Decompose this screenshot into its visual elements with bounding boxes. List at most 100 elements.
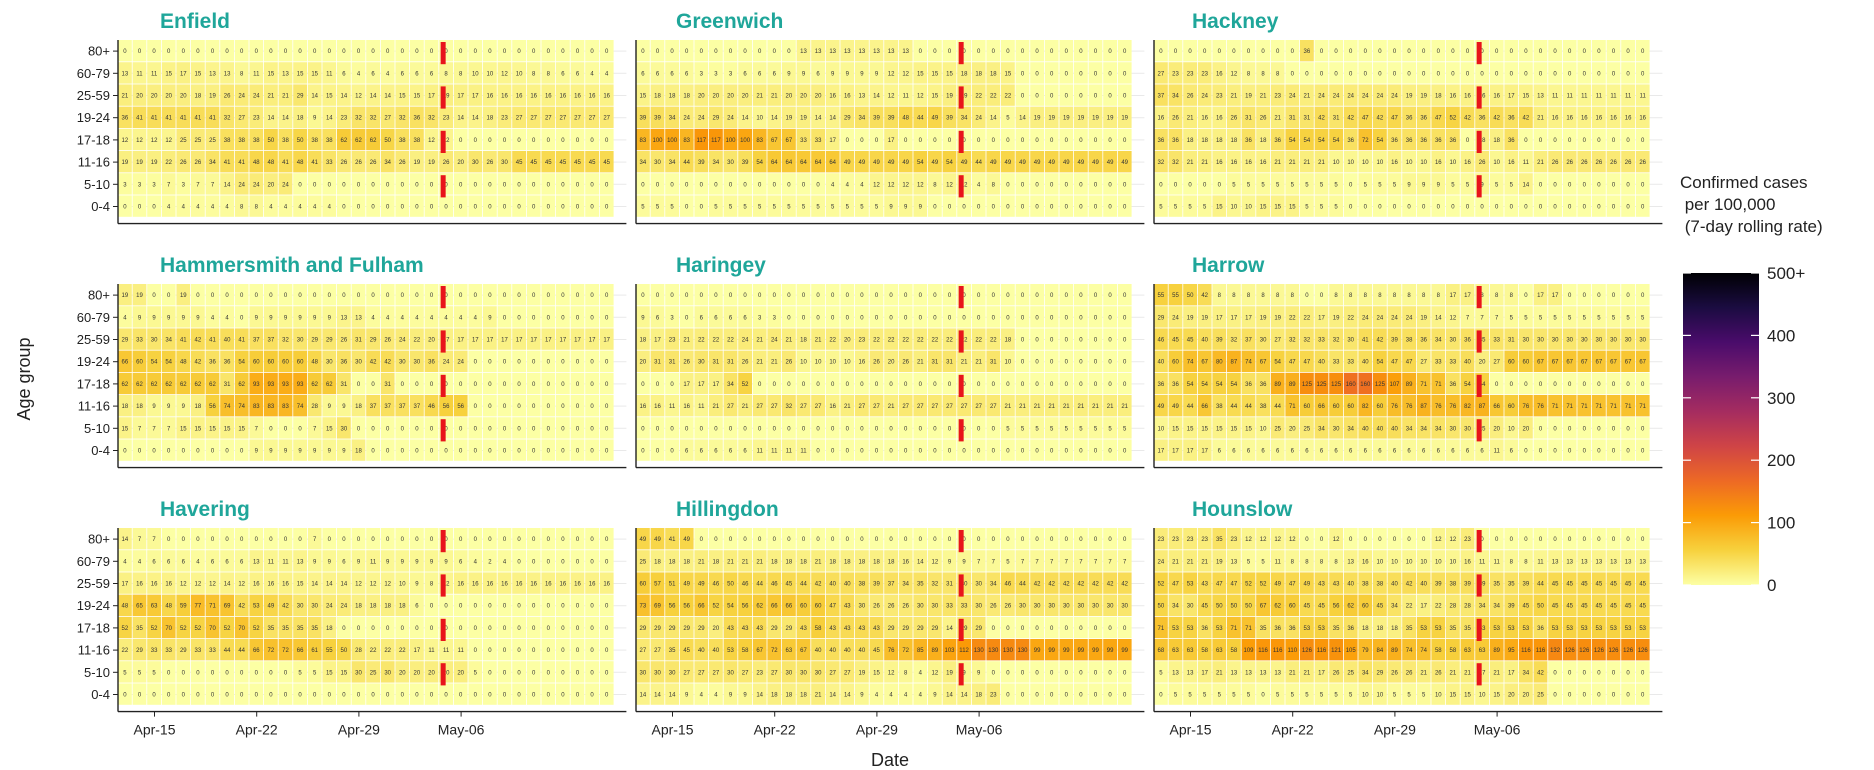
heatmap-cell	[679, 106, 694, 128]
cell-value-label: 42	[370, 360, 377, 366]
cell-value-label: 10	[1231, 205, 1238, 211]
cell-value-label: 20	[713, 94, 720, 100]
heatmap-cell	[942, 128, 957, 151]
cell-value-label: 47	[829, 604, 836, 610]
cell-value-label: 0	[977, 205, 981, 211]
heatmap-cell	[1154, 40, 1168, 62]
cell-value-label: 18	[1435, 94, 1442, 100]
panel-title: Hillingdon	[676, 498, 779, 521]
cell-value-label: 53	[1420, 626, 1427, 632]
heatmap-cell	[1431, 173, 1446, 195]
date-marker	[958, 330, 964, 353]
y-tick-label: 0-4	[91, 443, 110, 458]
y-tick-label: 5-10	[84, 421, 110, 436]
cell-value-label: 10	[1347, 160, 1354, 166]
cell-value-label: 72	[282, 648, 289, 654]
heatmap-cell	[1183, 106, 1197, 128]
cell-value-label: 99	[1092, 648, 1099, 654]
cell-value-label: 33	[151, 648, 158, 654]
cell-value-label: 43	[756, 626, 763, 632]
heatmap-cell	[322, 195, 337, 217]
cell-value-label: 44	[1537, 582, 1544, 588]
heatmap-cell	[1504, 195, 1519, 217]
cell-value-label: 93	[268, 382, 275, 388]
cell-value-label: 49	[844, 160, 851, 166]
cell-value-label: 10	[1435, 559, 1442, 565]
cell-value-label: 13	[355, 315, 362, 321]
heatmap-cell	[118, 195, 132, 217]
cell-value-label: 12	[917, 182, 924, 188]
cell-value-label: 39	[698, 160, 705, 166]
cell-value-label: 35	[297, 626, 304, 632]
cell-value-label: 16	[640, 404, 647, 410]
cell-value-label: 36	[1391, 138, 1398, 144]
cell-value-label: 56	[683, 604, 690, 610]
cell-value-label: 0	[211, 293, 215, 299]
heatmap-cell	[796, 84, 811, 106]
heatmap-cell	[1197, 84, 1212, 106]
cell-value-label: 21	[1048, 404, 1055, 410]
cell-value-label: 0	[269, 49, 273, 55]
cell-value-label: 76	[1435, 404, 1442, 410]
cell-value-label: 14	[990, 116, 997, 122]
heatmap-cell	[176, 62, 191, 84]
heatmap-cell	[928, 195, 942, 217]
cell-value-label: 37	[888, 582, 895, 588]
cell-value-label: 0	[1626, 49, 1630, 55]
cell-value-label: 33	[1333, 360, 1340, 366]
cell-value-label: 0	[1108, 182, 1112, 188]
cell-value-label: 40	[1420, 582, 1427, 588]
heatmap-cell	[971, 62, 986, 84]
cell-value-label: 53	[1523, 626, 1530, 632]
cell-value-label: 29	[654, 626, 661, 632]
cell-value-label: 14	[341, 94, 348, 100]
cell-value-label: 30	[1063, 604, 1070, 610]
cell-value-label: 116	[1521, 648, 1531, 654]
heatmap-cell	[1548, 173, 1562, 195]
cell-value-label: 0	[1583, 205, 1587, 211]
heatmap-cell	[176, 151, 191, 173]
heatmap-cell	[599, 173, 614, 195]
cell-value-label: 99	[1078, 648, 1085, 654]
cell-value-label: 0	[714, 182, 718, 188]
heatmap-cell	[147, 128, 161, 151]
cell-value-label: 0	[1094, 205, 1098, 211]
heatmap-cell	[132, 40, 147, 62]
cell-value-label: 27	[574, 116, 581, 122]
cell-value-label: 13	[815, 49, 822, 55]
cell-value-label: 26	[1581, 160, 1588, 166]
heatmap-cell	[1373, 62, 1387, 84]
heatmap-cell	[1030, 195, 1044, 217]
cell-value-label: 26	[1639, 160, 1646, 166]
cell-value-label: 21	[1260, 94, 1267, 100]
heatmap-cell	[366, 284, 380, 306]
cell-value-label: 0	[1568, 182, 1572, 188]
heatmap-cell	[928, 40, 942, 62]
heatmap-cell	[986, 84, 1001, 106]
date-marker	[1476, 86, 1482, 109]
heatmap-cell	[497, 84, 512, 106]
cell-value-label: 20	[815, 94, 822, 100]
cell-value-label: 17	[457, 94, 464, 100]
cell-value-label: 21	[1187, 559, 1194, 565]
heatmap-cell	[913, 128, 928, 151]
cell-value-label: 0	[1407, 205, 1411, 211]
cell-value-label: 99	[1063, 648, 1070, 654]
cell-value-label: 0	[1583, 138, 1587, 144]
cell-value-label: 39	[640, 116, 647, 122]
cell-value-label: 29	[771, 626, 778, 632]
heatmap-cell	[380, 128, 395, 151]
heatmap-cell	[541, 106, 556, 128]
heatmap-cell	[191, 173, 205, 195]
heatmap-cell	[1154, 128, 1168, 151]
heatmap-cell	[526, 128, 541, 151]
cell-value-label: 0	[561, 49, 565, 55]
cell-value-label: 20	[742, 94, 749, 100]
cell-value-label: 5	[787, 205, 791, 211]
cell-value-label: 15	[873, 670, 880, 676]
heatmap-cell	[1044, 128, 1059, 151]
cell-value-label: 65	[136, 604, 143, 610]
heatmap-cell	[1168, 195, 1183, 217]
